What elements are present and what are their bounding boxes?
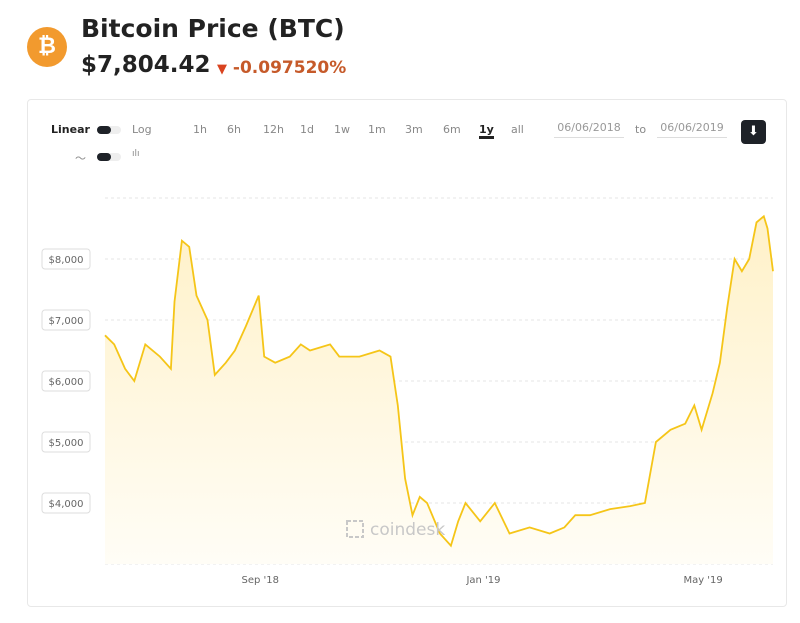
y-tick-box [41,248,91,270]
date-from-input[interactable]: 06/06/2018 [554,121,624,138]
price-change: ▼ -0.097520% [217,58,346,78]
scale-toggle[interactable] [97,126,121,134]
y-tick-label: $6,000 [49,377,84,388]
range-1d[interactable]: 1d [300,123,314,136]
y-tick-label: $4,000 [49,499,84,510]
date-separator: to [635,123,647,136]
log-label: Log [132,123,152,136]
x-tick-label: May '19 [683,575,722,586]
current-price: $7,804.42 [81,52,211,78]
coindesk-logo-icon [346,520,364,538]
y-tick-label: $8,000 [49,255,84,266]
bitcoin-logo: ₿ [27,27,67,67]
price-line [104,214,774,548]
change-value: -0.097520% [232,58,347,78]
coindesk-watermark: coindesk [370,520,445,540]
range-12h[interactable]: 12h [263,123,284,136]
triangle-down-icon: ▼ [217,62,227,77]
y-tick-label: $7,000 [49,316,84,327]
date-to-input[interactable]: 06/06/2019 [657,121,727,138]
y-tick-box [41,431,91,453]
chart-card [27,99,787,607]
download-button[interactable]: ⬇ [741,120,766,144]
range-6m[interactable]: 6m [443,123,461,136]
range-1m[interactable]: 1m [368,123,386,136]
y-tick-box [41,309,91,331]
range-3m[interactable]: 3m [405,123,423,136]
range-6h[interactable]: 6h [227,123,241,136]
x-tick-label: Jan '19 [465,575,500,586]
range-all[interactable]: all [511,123,524,136]
y-tick-box [41,492,91,514]
ticker: (BTC) [267,14,345,43]
range-1h[interactable]: 1h [193,123,207,136]
area-fill [105,216,773,565]
chart-type-toggle[interactable] [97,153,121,161]
y-tick-box [41,370,91,392]
candlestick-icon: ılı [132,149,140,159]
x-tick-label: Sep '18 [241,575,279,586]
range-1y[interactable]: 1y [479,123,494,139]
page-title: Bitcoin Price (BTC) [81,14,345,43]
linear-label: Linear [51,123,90,136]
download-icon: ⬇ [748,124,759,139]
range-1w[interactable]: 1w [334,123,350,136]
y-tick-label: $5,000 [49,438,84,449]
title-text: Bitcoin Price [81,14,259,43]
line-chart-icon: 〜 [75,152,86,165]
